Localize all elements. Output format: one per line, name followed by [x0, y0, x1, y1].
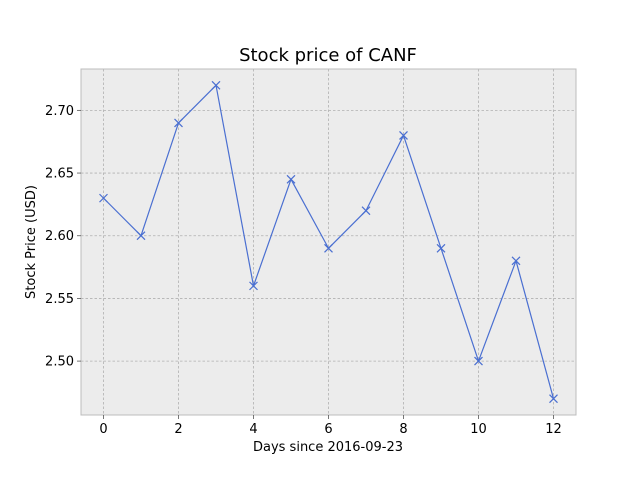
grid-lines: [81, 69, 576, 415]
y-tick-label: 2.65: [45, 167, 74, 182]
x-axis-ticks: 0 2 4 6 8 10 12: [99, 415, 562, 437]
x-tick-label: 4: [249, 422, 257, 437]
x-tick-label: 6: [324, 422, 332, 437]
x-tick-label: 0: [99, 422, 107, 437]
data-point-marker: [136, 231, 146, 241]
y-tick-label: 2.55: [45, 292, 74, 307]
series-layer: [99, 80, 558, 404]
y-tick-label: 2.60: [45, 229, 74, 244]
data-point-marker: [324, 243, 333, 253]
data-point-marker: [99, 193, 108, 203]
data-point-marker: [549, 394, 558, 404]
x-tick-label: 10: [470, 422, 487, 437]
data-point-marker: [211, 80, 221, 90]
y-axis-ticks: 2.50 2.55 2.60 2.65 2.70: [45, 104, 81, 370]
data-point-marker: [286, 174, 296, 184]
data-point-marker: [436, 243, 446, 253]
x-tick-label: 12: [545, 422, 562, 437]
y-tick-label: 2.50: [45, 355, 74, 370]
data-point-marker: [511, 256, 521, 266]
data-point-marker: [174, 118, 183, 128]
y-axis-label: Stock Price (USD): [24, 185, 39, 299]
data-point-marker: [249, 281, 258, 291]
chart-title: Stock price of CANF: [239, 45, 417, 66]
y-tick-label: 2.70: [45, 104, 74, 119]
x-tick-label: 2: [174, 422, 182, 437]
data-point-marker: [474, 356, 483, 366]
x-tick-label: 8: [399, 422, 407, 437]
x-axis-label: Days since 2016-09-23: [253, 440, 403, 455]
data-point-marker: [361, 206, 371, 216]
data-point-marker: [399, 131, 408, 140]
